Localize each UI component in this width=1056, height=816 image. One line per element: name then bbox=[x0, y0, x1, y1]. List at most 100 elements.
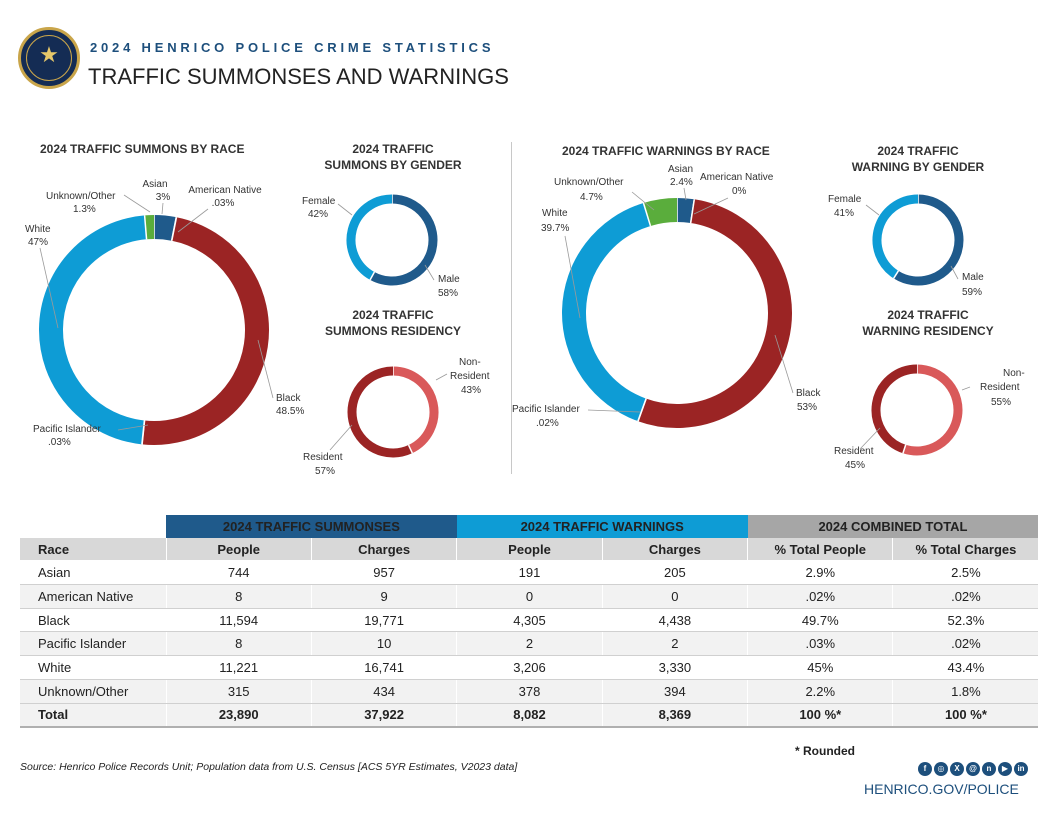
label-leader-line bbox=[424, 264, 435, 281]
label-leader-line bbox=[774, 334, 794, 394]
slice-category-label: Pacific Islander bbox=[33, 424, 101, 435]
value-cell: 4,438 bbox=[602, 608, 749, 633]
slice-category-label: Unknown/Other bbox=[554, 177, 624, 188]
source-note: Source: Henrico Police Records Unit; Pop… bbox=[20, 761, 518, 773]
race-cell: American Native bbox=[20, 584, 167, 609]
band-combined: 2024 COMBINED TOTAL bbox=[747, 515, 1039, 538]
nextdoor-icon[interactable]: n bbox=[982, 762, 996, 776]
slice-category-label: Female bbox=[302, 196, 336, 207]
value-cell: 49.7% bbox=[747, 608, 894, 633]
slice-value-label: 53% bbox=[797, 402, 817, 413]
donut-slice-white bbox=[39, 215, 147, 445]
youtube-icon[interactable]: ▶ bbox=[998, 762, 1012, 776]
label-leader-line bbox=[693, 197, 729, 215]
donut-slice-non-resident bbox=[902, 364, 963, 456]
label-leader-line bbox=[587, 409, 641, 413]
slice-category-label: Resident bbox=[980, 382, 1020, 393]
slice-category-label: Non- bbox=[459, 357, 481, 368]
slice-category-label: Unknown/Other bbox=[46, 191, 116, 202]
table-row: Pacific Islander 8 10 2 2.03% .02% bbox=[20, 631, 1039, 657]
slice-category-label: Male bbox=[962, 272, 984, 283]
slice-separator bbox=[143, 215, 148, 240]
label-leader-line bbox=[865, 204, 880, 216]
slice-value-label: 3% bbox=[156, 192, 171, 203]
value-cell: 2 bbox=[456, 631, 603, 657]
summons-gender-title: 2024 TRAFFIC SUMMONS BY GENDER bbox=[324, 142, 462, 172]
section-divider bbox=[511, 142, 512, 474]
value-cell: 11,221 bbox=[166, 655, 312, 680]
value-cell: 52.3% bbox=[892, 608, 1039, 633]
slice-value-label: 0% bbox=[732, 186, 747, 197]
slice-category-label: Pacific Islander bbox=[512, 404, 580, 415]
race-cell: Pacific Islander bbox=[20, 631, 167, 657]
value-cell: 0 bbox=[456, 584, 603, 609]
value-cell: 10 bbox=[311, 631, 458, 657]
label-leader-line bbox=[961, 386, 971, 391]
col-pct-people: % Total People bbox=[747, 537, 894, 562]
slice-separator bbox=[369, 271, 376, 281]
race-cell: Black bbox=[20, 608, 167, 633]
value-cell: 2.5% bbox=[892, 560, 1039, 586]
slice-value-label: 39.7% bbox=[541, 223, 569, 234]
slice-value-label: 41% bbox=[834, 208, 854, 219]
slice-value-label: 42% bbox=[308, 209, 328, 220]
summons-race-title: 2024 TRAFFIC SUMMONS BY RACE bbox=[40, 142, 245, 156]
threads-icon[interactable]: @ bbox=[966, 762, 980, 776]
instagram-icon[interactable]: ◎ bbox=[934, 762, 948, 776]
label-leader-line bbox=[329, 424, 353, 451]
page-title: TRAFFIC SUMMONSES AND WARNINGS bbox=[88, 64, 509, 89]
label-leader-line bbox=[631, 191, 655, 211]
warnings-gender-title: 2024 TRAFFIC WARNING BY GENDER bbox=[851, 144, 985, 174]
column-header-row: Race People Charges People Charges % Tot… bbox=[20, 537, 1039, 562]
value-cell: 8,369 bbox=[602, 703, 749, 729]
value-cell: 2.9% bbox=[747, 560, 894, 586]
summons-residency-title: 2024 TRAFFIC SUMMONS RESIDENCY bbox=[324, 308, 461, 338]
band-summonses: 2024 TRAFFIC SUMMONSES bbox=[166, 515, 457, 538]
col-warnings-people: People bbox=[456, 537, 603, 562]
table-total-row: Total 23,890 37,922 8,082 8,369 100 %* 100 %* bbox=[20, 703, 1039, 729]
col-pct-charges: % Total Charges bbox=[892, 537, 1039, 562]
stats-table: 2024 TRAFFIC SUMMONSES 2024 TRAFFIC WARN… bbox=[20, 515, 1039, 729]
value-cell: 2.2% bbox=[747, 679, 894, 704]
label-leader-line bbox=[177, 208, 209, 233]
label-leader-line bbox=[123, 194, 151, 213]
value-cell: .02% bbox=[892, 584, 1039, 609]
value-cell: 205 bbox=[602, 560, 749, 586]
donut-slice-female bbox=[872, 194, 919, 279]
table-row: White 11,221 16,741 3,206 3,330 45% 43.4% bbox=[20, 655, 1039, 680]
slice-category-label: American Native bbox=[700, 172, 774, 183]
x-icon[interactable]: X bbox=[950, 762, 964, 776]
donut-slice-male bbox=[370, 194, 438, 286]
slice-category-label: White bbox=[25, 224, 51, 235]
value-cell: .02% bbox=[747, 584, 894, 609]
table-row: Black 11,594 19,771 4,305 4,438 49.7% 52.3% bbox=[20, 608, 1039, 633]
race-cell: Total bbox=[20, 703, 167, 729]
slice-separator bbox=[171, 217, 178, 241]
linkedin-icon[interactable]: in bbox=[1014, 762, 1028, 776]
website-link[interactable]: HENRICO.GOV/POLICE bbox=[864, 781, 1019, 797]
value-cell: 8 bbox=[166, 631, 312, 657]
value-cell: 378 bbox=[456, 679, 603, 704]
slice-value-label: 55% bbox=[991, 397, 1011, 408]
value-cell: 23,890 bbox=[166, 703, 312, 729]
slice-category-label: Female bbox=[828, 194, 862, 205]
value-cell: 394 bbox=[602, 679, 749, 704]
value-cell: 191 bbox=[456, 560, 603, 586]
value-cell: 43.4% bbox=[892, 655, 1039, 680]
slice-separator bbox=[689, 199, 696, 224]
slice-value-label: 45% bbox=[845, 460, 865, 471]
slice-separator bbox=[642, 202, 652, 227]
facebook-icon[interactable]: f bbox=[918, 762, 932, 776]
label-leader-line bbox=[435, 373, 448, 381]
value-cell: 3,206 bbox=[456, 655, 603, 680]
slice-separator bbox=[902, 444, 907, 454]
value-cell: 8 bbox=[166, 584, 312, 609]
race-cell: Asian bbox=[20, 560, 167, 586]
value-cell: 9 bbox=[311, 584, 458, 609]
value-cell: 0 bbox=[602, 584, 749, 609]
slice-separator bbox=[141, 420, 146, 445]
slice-value-label: 4.7% bbox=[580, 192, 603, 203]
donut-slice-non-resident bbox=[392, 366, 439, 454]
slice-value-label: 1.3% bbox=[73, 204, 96, 215]
